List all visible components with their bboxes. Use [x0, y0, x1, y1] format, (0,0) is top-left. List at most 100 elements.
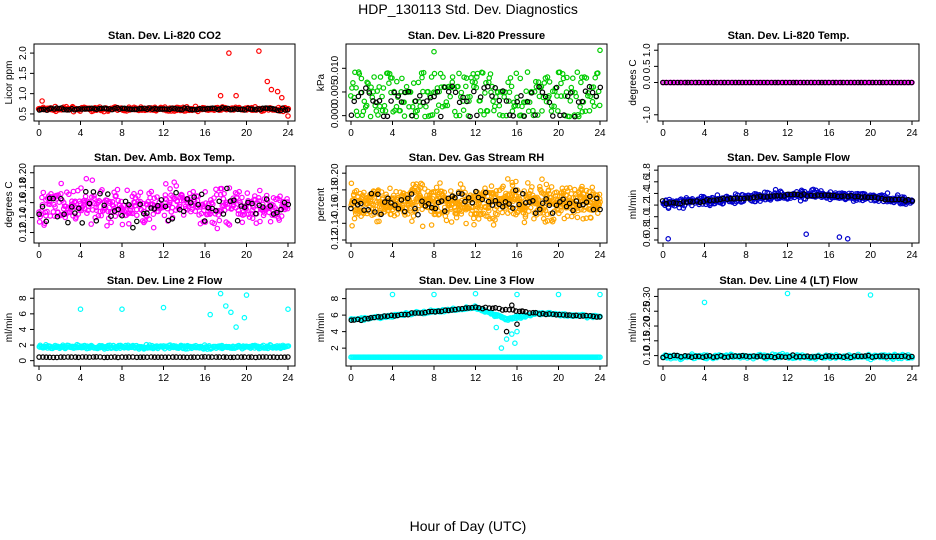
- data-point: [122, 354, 129, 361]
- data-point: [434, 89, 441, 95]
- data-point: [255, 195, 262, 201]
- data-point: [256, 187, 263, 194]
- data-point: [169, 105, 175, 112]
- data-point: [194, 204, 201, 211]
- data-point: [583, 199, 590, 206]
- data-point: [815, 79, 822, 86]
- data-point: [89, 177, 96, 184]
- data-point: [804, 193, 811, 199]
- data-point: [570, 312, 577, 319]
- data-point: [146, 216, 153, 223]
- data-point: [218, 185, 225, 192]
- data-point: [671, 352, 677, 359]
- data-point: [217, 191, 224, 198]
- data-point: [388, 200, 394, 206]
- data-point: [119, 221, 126, 228]
- plot-frame: [345, 165, 608, 244]
- data-point: [544, 211, 551, 218]
- data-point: [207, 311, 214, 318]
- data-point: [503, 336, 510, 342]
- data-point: [564, 74, 570, 81]
- data-point: [354, 202, 361, 208]
- data-point: [754, 194, 760, 200]
- data-point: [786, 79, 793, 86]
- data-point: [549, 210, 556, 216]
- data-point: [428, 308, 435, 315]
- data-point: [489, 202, 496, 208]
- data-point: [162, 354, 169, 361]
- data-point: [561, 112, 567, 118]
- data-point: [211, 220, 218, 227]
- data-point: [444, 102, 451, 109]
- data-point: [244, 190, 251, 196]
- data-point: [492, 217, 498, 223]
- data-point: [485, 198, 492, 205]
- data-point: [845, 193, 851, 200]
- data-point: [558, 80, 564, 87]
- data-point: [160, 304, 167, 311]
- data-point: [419, 181, 426, 188]
- data-point: [198, 191, 205, 198]
- data-point: [348, 317, 355, 324]
- data-point: [58, 195, 64, 202]
- y-tick-label: 2.0: [18, 46, 29, 60]
- data-point: [401, 113, 408, 119]
- data-point: [414, 107, 421, 114]
- data-point: [560, 312, 567, 318]
- data-point: [418, 310, 425, 316]
- y-tick-label: 4: [330, 328, 341, 334]
- data-point: [402, 311, 408, 318]
- data-point: [583, 187, 590, 194]
- data-point: [506, 98, 512, 104]
- data-point: [389, 291, 396, 298]
- data-point: [577, 104, 583, 110]
- data-point: [505, 79, 511, 86]
- data-point: [514, 328, 520, 335]
- data-point: [703, 353, 710, 360]
- data-point: [844, 236, 851, 242]
- x-tick-label: 8: [431, 128, 437, 139]
- data-point: [721, 79, 728, 86]
- x-tick-label: 16: [823, 373, 835, 384]
- data-point: [499, 89, 505, 95]
- data-point: [539, 108, 545, 114]
- x-tick-label: 20: [241, 128, 253, 139]
- data-point: [419, 74, 425, 81]
- data-point: [777, 193, 784, 199]
- data-point: [524, 69, 531, 75]
- data-point: [249, 200, 255, 207]
- data-point: [425, 201, 432, 207]
- data-point: [815, 353, 821, 360]
- data-point: [437, 180, 443, 186]
- data-point: [371, 74, 377, 80]
- data-point: [761, 79, 767, 86]
- data-point: [521, 219, 528, 226]
- data-point: [539, 176, 545, 183]
- figure-title: HDP_130113 Std. Dev. Diagnostics: [358, 1, 578, 17]
- data-point: [379, 93, 385, 100]
- data-point: [388, 98, 394, 104]
- data-point: [395, 205, 402, 212]
- data-point: [213, 354, 220, 360]
- x-tick-label: 20: [241, 250, 253, 261]
- data-point: [894, 79, 901, 86]
- data-point: [46, 195, 53, 202]
- data-point: [587, 312, 593, 319]
- data-point: [801, 79, 807, 86]
- x-tick-label: 12: [782, 373, 794, 384]
- y-tick-label: 0.0: [642, 75, 653, 89]
- data-point: [519, 190, 526, 197]
- data-point: [597, 47, 603, 54]
- data-point: [38, 106, 45, 113]
- data-point: [442, 307, 449, 314]
- points-layer: [660, 290, 916, 363]
- data-point: [529, 184, 535, 190]
- data-point: [391, 313, 398, 319]
- data-point: [83, 188, 89, 195]
- x-tick-label: 24: [594, 373, 606, 384]
- y-tick-label: 0.18: [330, 180, 341, 200]
- data-point: [55, 192, 62, 198]
- data-point: [428, 204, 435, 211]
- data-point: [209, 105, 216, 112]
- data-point: [462, 83, 469, 90]
